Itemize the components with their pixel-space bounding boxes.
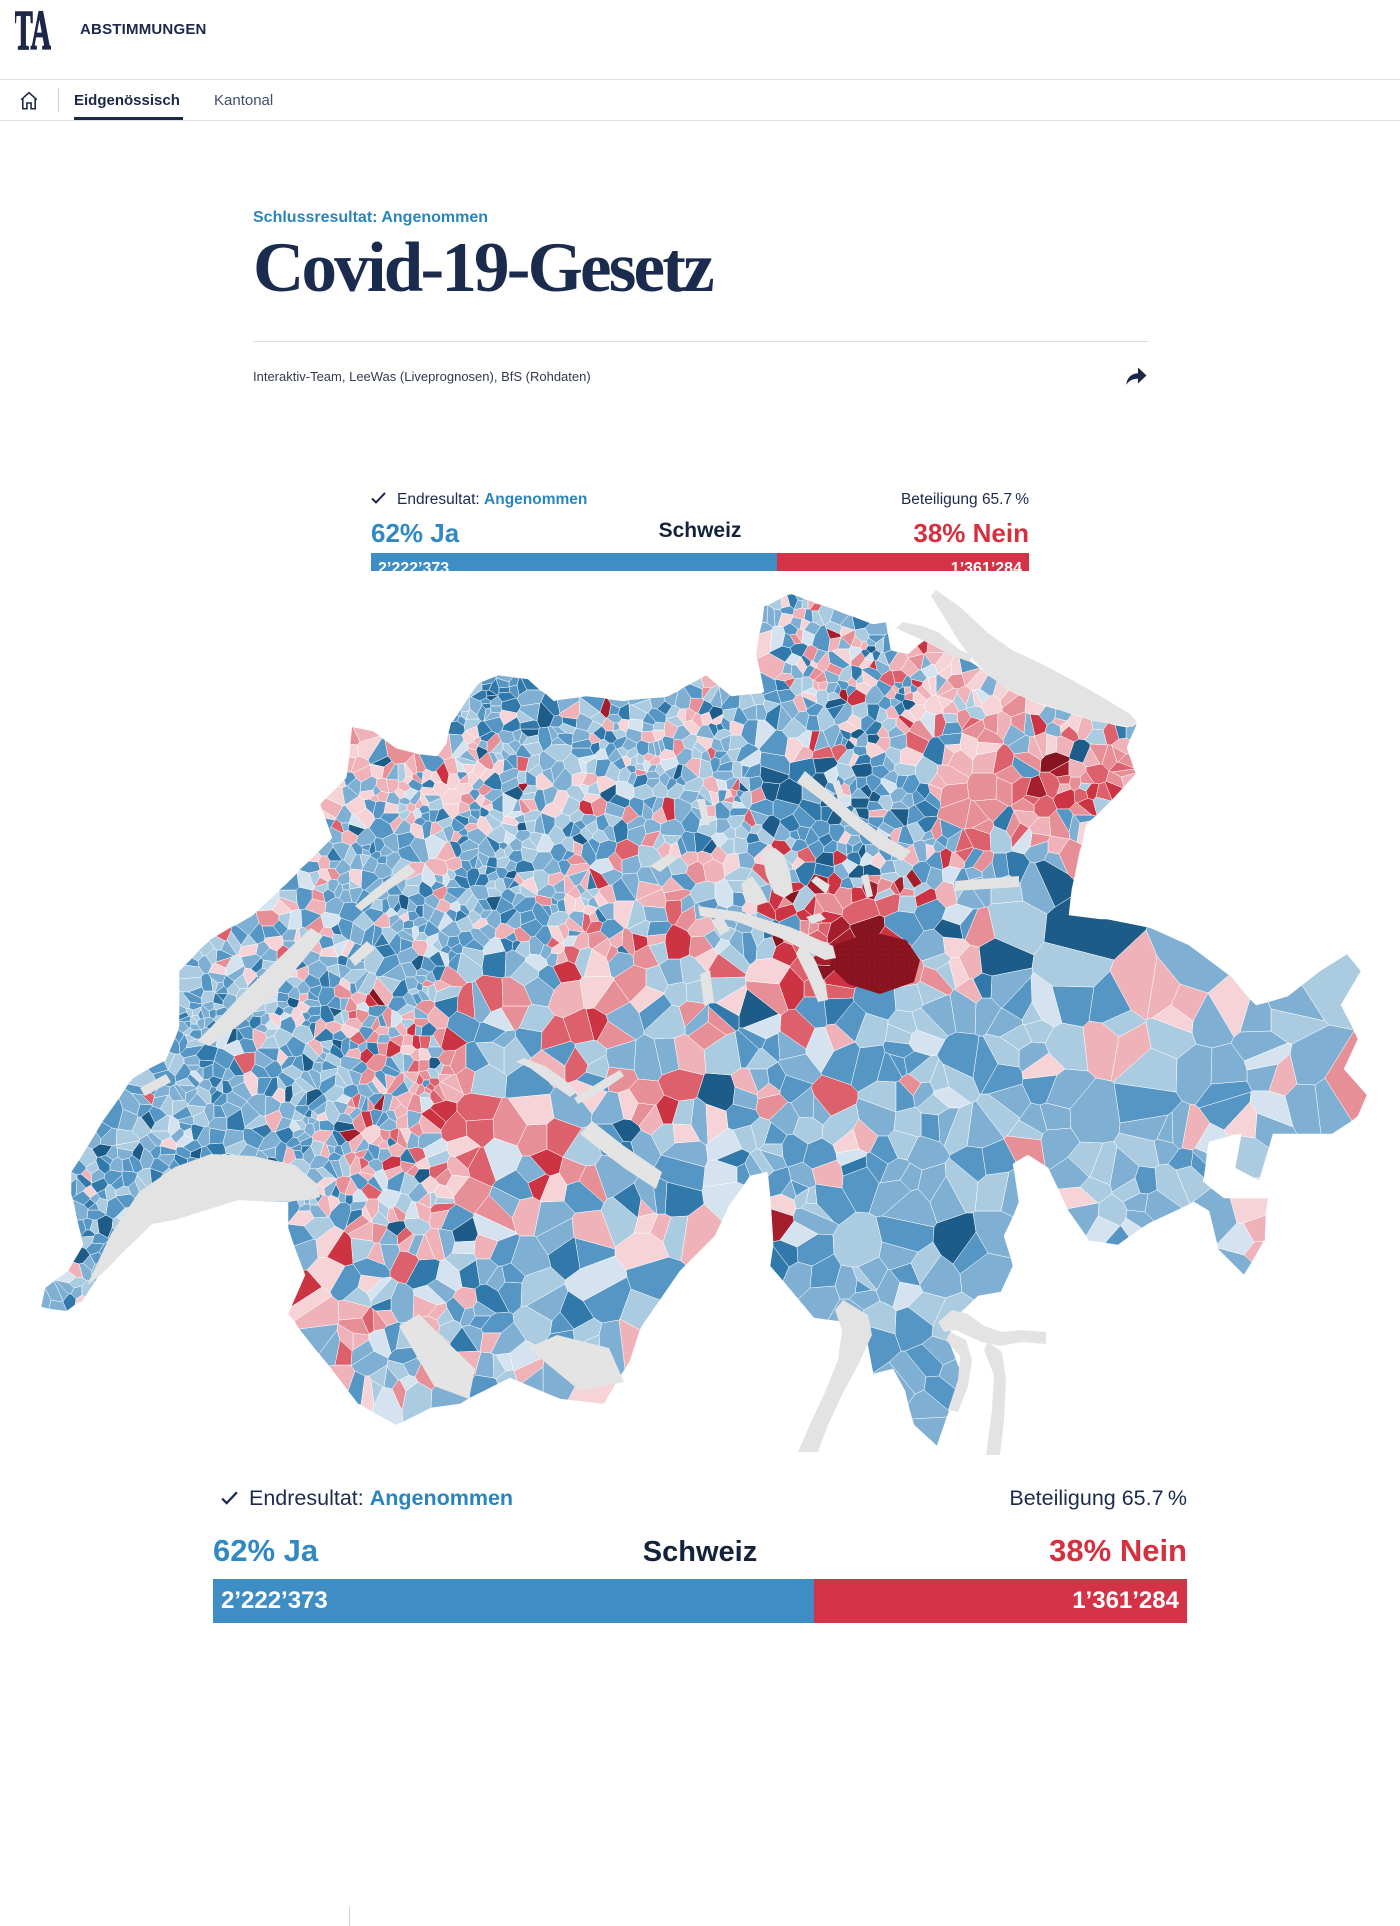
- svg-text:TA: TA: [15, 8, 51, 54]
